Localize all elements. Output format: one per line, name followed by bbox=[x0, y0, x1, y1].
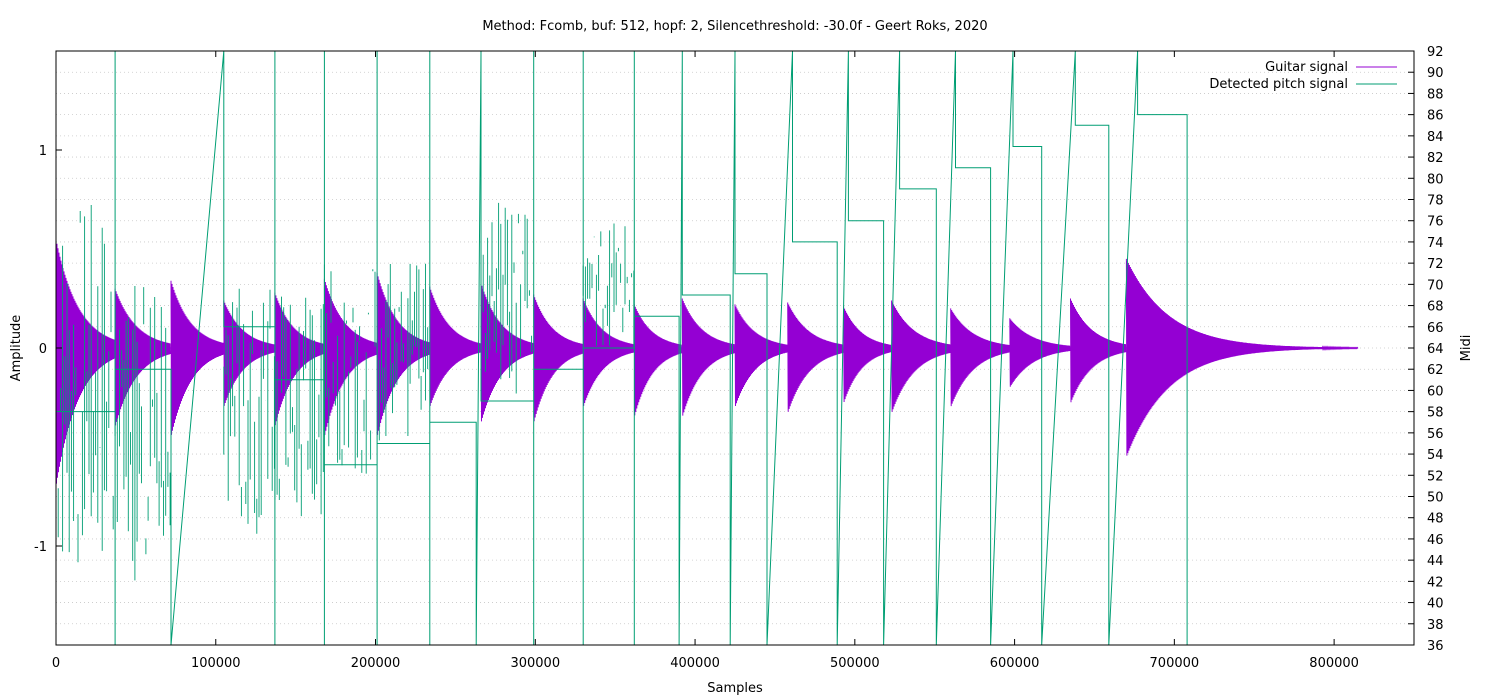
y-tick-label: -1 bbox=[34, 540, 47, 555]
y2-tick-label: 62 bbox=[1427, 363, 1444, 378]
y2-tick-label: 64 bbox=[1427, 342, 1444, 357]
legend: Guitar signal Detected pitch signal bbox=[1209, 60, 1397, 92]
pitch-noise-region bbox=[480, 202, 533, 394]
guitar-note-waveform bbox=[1009, 318, 1071, 387]
x-axis-label: Samples bbox=[707, 681, 763, 696]
guitar-note-waveform bbox=[633, 304, 683, 416]
y2-tick-label: 48 bbox=[1427, 512, 1444, 527]
pitch-noise-region bbox=[55, 205, 114, 563]
legend-label-guitar: Guitar signal bbox=[1265, 60, 1348, 75]
pitch-noise-region bbox=[274, 296, 324, 517]
y2-tick-label: 56 bbox=[1427, 427, 1444, 442]
y2-tick-label: 46 bbox=[1427, 533, 1444, 548]
guitar-note-waveform bbox=[1125, 258, 1359, 456]
y2-tick-label: 84 bbox=[1427, 130, 1444, 145]
y2-tick-label: 50 bbox=[1427, 491, 1444, 506]
guitar-note-waveform bbox=[429, 286, 482, 406]
guitar-note-waveform bbox=[274, 292, 325, 426]
y2-tick-label: 76 bbox=[1427, 215, 1444, 230]
y2-tick-label: 74 bbox=[1427, 236, 1444, 251]
guitar-note-waveform bbox=[533, 294, 584, 422]
x-tick-label: 400000 bbox=[670, 656, 720, 671]
legend-label-pitch: Detected pitch signal bbox=[1209, 77, 1348, 92]
y2-tick-label: 66 bbox=[1427, 321, 1444, 336]
x-tick-label: 700000 bbox=[1150, 656, 1200, 671]
x-tick-label: 0 bbox=[52, 656, 60, 671]
guitar-note-waveform bbox=[681, 298, 736, 416]
guitar-note-waveform bbox=[582, 298, 635, 406]
guitar-note-waveform bbox=[891, 300, 952, 412]
guitar-signal-series bbox=[55, 239, 1359, 484]
y2-tick-label: 72 bbox=[1427, 257, 1444, 272]
y2-tick-label: 90 bbox=[1427, 66, 1444, 81]
y-axis-ticks: -1 0 1 bbox=[34, 144, 62, 555]
y2-axis-ticks: 36 38 40 42 44 46 48 50 52 54 56 58 60 62 64 66 68 70 72 74… bbox=[1408, 45, 1444, 654]
pitch-noise-region bbox=[376, 263, 429, 441]
y2-tick-label: 86 bbox=[1427, 109, 1444, 124]
y2-tick-label: 68 bbox=[1427, 300, 1444, 315]
y-axis-label: Amplitude bbox=[9, 315, 24, 382]
guitar-note-waveform bbox=[223, 300, 276, 406]
x-tick-label: 500000 bbox=[830, 656, 880, 671]
pitch-noise-region bbox=[114, 286, 171, 581]
chart-title: Method: Fcomb, buf: 512, hopf: 2, Silenc… bbox=[482, 19, 987, 34]
guitar-note-waveform bbox=[734, 304, 788, 407]
y2-tick-label: 42 bbox=[1427, 575, 1444, 590]
y2-tick-label: 52 bbox=[1427, 469, 1444, 484]
x-tick-label: 200000 bbox=[351, 656, 401, 671]
y2-axis-label: Midi bbox=[1459, 335, 1474, 362]
y-tick-label: 0 bbox=[39, 342, 47, 357]
x-tick-label: 300000 bbox=[510, 656, 560, 671]
guitar-note-waveform bbox=[323, 278, 378, 435]
guitar-note-waveform bbox=[480, 282, 534, 422]
y2-tick-label: 58 bbox=[1427, 406, 1444, 421]
guitar-note-waveform bbox=[170, 280, 224, 435]
guitar-note-waveform bbox=[55, 239, 116, 484]
x-axis-ticks: 0 100000 200000 300000 400000 500000 600000 700… bbox=[52, 51, 1359, 671]
y2-tick-label: 88 bbox=[1427, 87, 1444, 102]
pitch-noise-region bbox=[582, 223, 635, 348]
y2-tick-label: 40 bbox=[1427, 597, 1444, 612]
guitar-note-waveform bbox=[1070, 298, 1127, 403]
x-tick-label: 800000 bbox=[1309, 656, 1359, 671]
y2-tick-label: 82 bbox=[1427, 151, 1444, 166]
guitar-note-waveform bbox=[787, 302, 844, 412]
x-tick-label: 600000 bbox=[990, 656, 1040, 671]
y2-tick-label: 92 bbox=[1427, 45, 1444, 60]
y2-tick-label: 44 bbox=[1427, 554, 1444, 569]
y2-tick-label: 36 bbox=[1427, 639, 1444, 654]
y2-tick-label: 60 bbox=[1427, 384, 1444, 399]
y2-tick-label: 70 bbox=[1427, 278, 1444, 293]
pitch-noise-region bbox=[323, 264, 376, 474]
y2-tick-label: 54 bbox=[1427, 448, 1444, 463]
y2-tick-label: 80 bbox=[1427, 172, 1444, 187]
x-tick-label: 100000 bbox=[191, 656, 241, 671]
y-tick-label: 1 bbox=[39, 144, 47, 159]
pitch-signal-series bbox=[55, 50, 1188, 646]
y2-tick-label: 38 bbox=[1427, 618, 1444, 633]
pitch-noise-region bbox=[223, 288, 275, 534]
guitar-note-waveform bbox=[950, 308, 1011, 407]
guitar-note-waveform bbox=[114, 288, 172, 426]
y2-tick-label: 78 bbox=[1427, 194, 1444, 209]
